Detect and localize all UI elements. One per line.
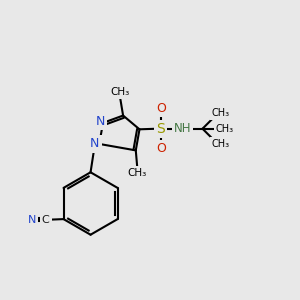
Text: CH₃: CH₃ xyxy=(216,124,234,134)
Text: C: C xyxy=(42,215,50,225)
Text: N: N xyxy=(28,215,36,225)
Text: CH₃: CH₃ xyxy=(212,108,230,118)
Text: CH₃: CH₃ xyxy=(110,87,130,98)
Text: S: S xyxy=(157,122,165,136)
Text: N: N xyxy=(95,115,105,128)
Text: CH₃: CH₃ xyxy=(128,168,147,178)
Text: N: N xyxy=(90,137,100,150)
Text: O: O xyxy=(156,102,166,115)
Text: O: O xyxy=(156,142,166,155)
Text: NH: NH xyxy=(174,122,191,135)
Text: CH₃: CH₃ xyxy=(212,139,230,149)
